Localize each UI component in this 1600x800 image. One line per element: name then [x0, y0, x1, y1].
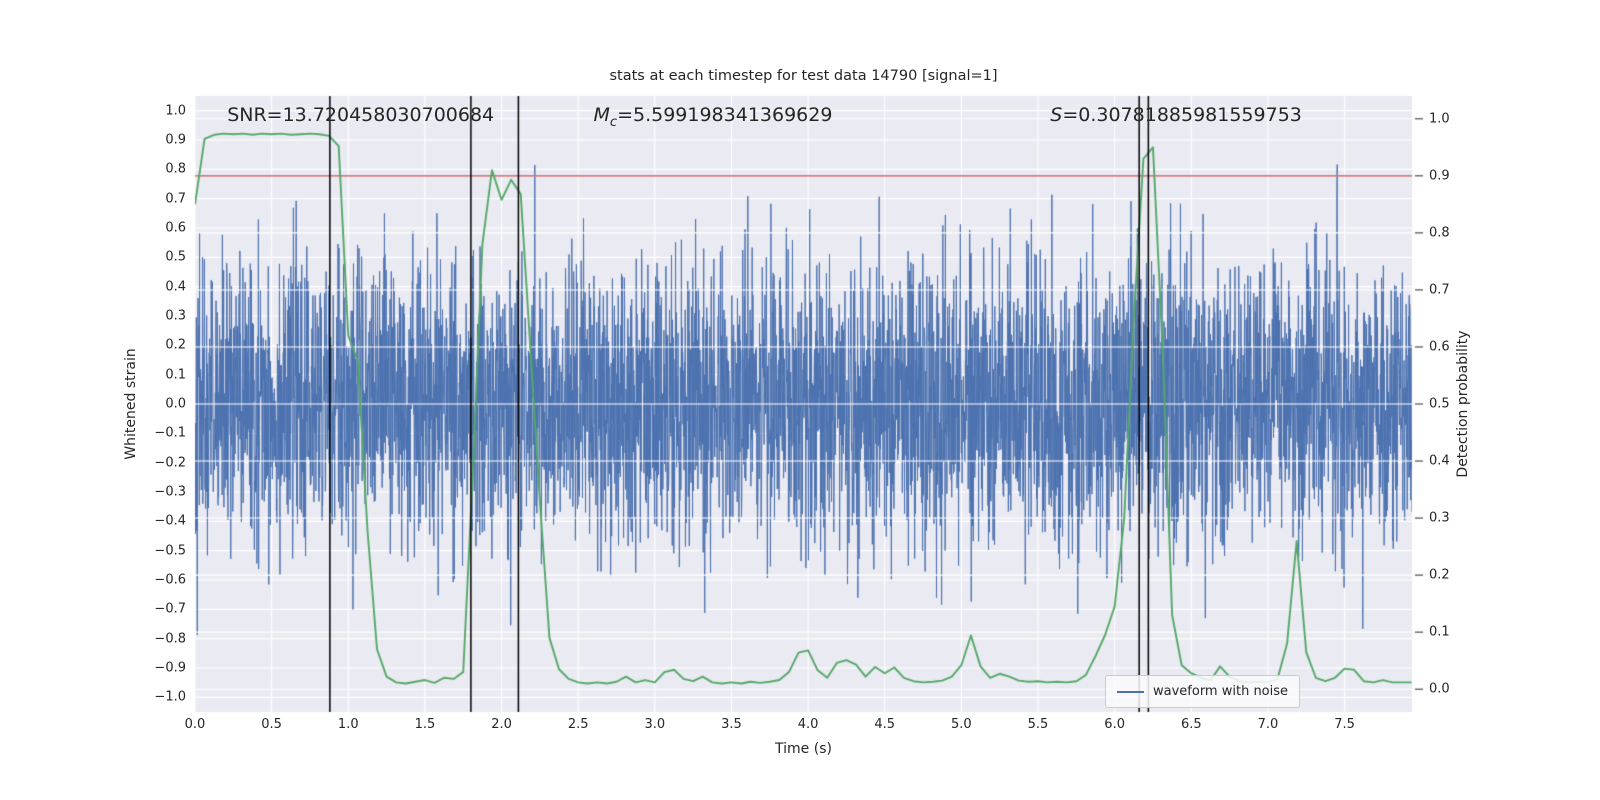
y-left-tick-label: 0.3	[165, 308, 186, 324]
y-left-tick-label: −0.3	[154, 484, 186, 500]
x-tick-label: 7.0	[1257, 717, 1279, 732]
y-left-tick-label: 0.0	[165, 396, 186, 412]
y-left-tick-label: 0.8	[165, 161, 186, 177]
x-tick-label: 0.0	[184, 717, 206, 732]
y-left-tick-label: −0.4	[154, 513, 186, 529]
x-axis-label: Time (s)	[775, 741, 832, 757]
y-left-tick-label: −0.5	[154, 543, 186, 559]
x-tick-label: 2.5	[567, 717, 589, 732]
y-right-tick-label: 0.4	[1429, 453, 1450, 469]
legend-line-icon	[1117, 690, 1144, 693]
y-right-tick-label: 0.1	[1429, 624, 1450, 640]
y-left-tick-label: −0.2	[154, 455, 186, 471]
y-left-tick-label: 0.2	[165, 337, 186, 353]
annotation-s-stat: S=0.30781885981559753	[1050, 104, 1302, 126]
y-left-tick-label: 0.9	[165, 132, 186, 148]
annotation-snr: SNR=13.720458030700684	[227, 104, 495, 126]
x-tick-label: 1.0	[337, 717, 359, 732]
x-tick-label: 1.5	[414, 717, 436, 732]
y-left-axis-label: Whitened strain	[123, 348, 139, 460]
y-left-tick-label: 0.1	[165, 367, 186, 383]
x-tick-label: 6.5	[1180, 717, 1202, 732]
y-left-tick-label: −0.9	[154, 660, 186, 676]
y-right-tick-label: 1.0	[1429, 111, 1450, 127]
y-left-tick-label: 0.5	[165, 249, 186, 265]
y-right-tick-label: 0.6	[1429, 339, 1450, 355]
x-tick-label: 5.0	[951, 717, 972, 732]
x-tick-label: 3.5	[721, 717, 742, 732]
x-tick-label: 5.5	[1027, 717, 1049, 732]
x-tick-label: 7.5	[1334, 717, 1355, 732]
y-right-tick-label: 0.5	[1429, 396, 1450, 412]
y-left-tick-label: 0.7	[165, 191, 186, 207]
y-left-tick-label: −0.1	[154, 425, 186, 441]
y-left-tick-label: −0.8	[154, 631, 186, 647]
chart-title: stats at each timestep for test data 147…	[609, 68, 998, 84]
y-left-tick-label: −1.0	[154, 689, 186, 705]
x-tick-label: 0.5	[261, 717, 282, 732]
y-right-tick-label: 0.7	[1429, 282, 1450, 298]
y-left-tick-label: 0.4	[165, 279, 186, 295]
x-tick-label: 4.0	[797, 717, 819, 732]
y-left-tick-label: −0.6	[154, 572, 186, 588]
y-right-tick-label: 0.2	[1429, 567, 1450, 583]
y-right-tick-label: 0.3	[1429, 510, 1450, 526]
legend-label: waveform with noise	[1153, 684, 1289, 699]
y-right-tick-label: 0.0	[1429, 681, 1450, 697]
annotation-chirp-mass: Mc=5.599198341369629	[593, 104, 833, 130]
y-left-tick-label: −0.7	[154, 601, 186, 617]
y-right-tick-label: 0.8	[1429, 225, 1450, 241]
y-right-tick-label: 0.9	[1429, 168, 1450, 184]
y-right-axis-label: Detection probability	[1455, 330, 1471, 478]
y-left-tick-label: 1.0	[165, 103, 186, 119]
x-tick-label: 6.0	[1104, 717, 1125, 732]
legend: waveform with noise	[1105, 675, 1301, 708]
y-left-tick-label: 0.6	[165, 220, 186, 236]
x-tick-label: 4.5	[874, 717, 896, 732]
x-tick-label: 2.0	[491, 717, 512, 732]
x-tick-label: 3.0	[644, 717, 666, 732]
